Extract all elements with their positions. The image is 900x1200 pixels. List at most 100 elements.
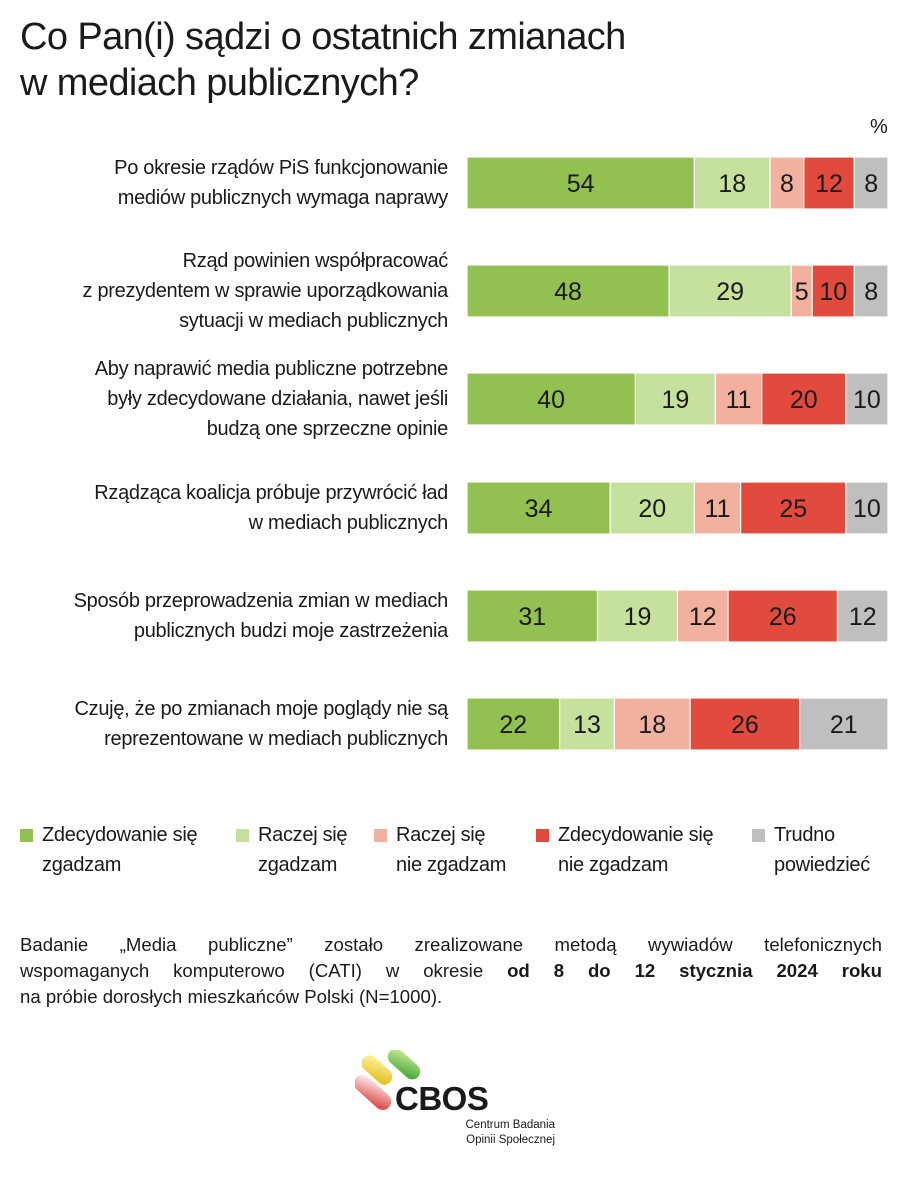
legend-label-line: powiedzieć	[774, 854, 870, 876]
legend-label-line: Zdecydowanie się	[558, 824, 714, 846]
bar-segment-rather_agree	[596, 589, 679, 643]
data-label-strongly_disagree: 25	[779, 495, 807, 523]
chart-title-line-2: w mediach publicznych?	[20, 62, 419, 104]
data-label-rather_disagree: 12	[689, 603, 717, 631]
bar-segment-strongly_disagree	[761, 372, 847, 426]
bar-segment-hard_to_say	[845, 372, 889, 426]
question-label: Rządząca koalicja próbuje przywrócić ład…	[8, 478, 448, 538]
question-label-line: były zdecydowane działania, nawet jeśli	[107, 388, 448, 410]
question-label-line: mediów publicznych wymaga naprawy	[117, 187, 449, 209]
bar-segment-rather_disagree	[613, 697, 691, 751]
legend-swatch	[20, 829, 33, 842]
logo-subtitle-line-2: Opinii Społecznej	[466, 1134, 555, 1146]
logo-subtitle: Centrum Badania Opinii Społecznej	[415, 1118, 556, 1148]
cbos-logo: CBOS Centrum Badania Opinii Społecznej	[355, 1050, 555, 1160]
footnote-line-1: Badanie „Media publiczne” zostało zreali…	[20, 934, 882, 955]
logo-subtitle-line-1: Centrum Badania	[465, 1119, 556, 1131]
data-label-rather_agree: 20	[638, 495, 666, 523]
data-label-hard_to_say: 10	[853, 386, 881, 414]
data-label-rather_disagree: 18	[638, 711, 666, 739]
question-label-line: reprezentowane w mediach publicznych	[104, 728, 448, 750]
bar-segment-rather_agree	[668, 264, 792, 318]
data-label-strongly_disagree: 12	[815, 170, 843, 198]
data-label-rather_disagree: 5	[795, 278, 809, 306]
legend-swatch	[536, 829, 549, 842]
data-label-rather_agree: 19	[624, 603, 652, 631]
bar-segment-hard_to_say	[845, 481, 889, 535]
data-label-hard_to_say: 8	[864, 278, 878, 306]
bar-segment-strongly_agree	[466, 481, 611, 535]
data-label-hard_to_say: 21	[830, 711, 858, 739]
legend-label-line: Raczej się	[258, 824, 348, 846]
cbos-logo-mark	[355, 1050, 421, 1110]
legend-label: Zdecydowanie się zgadzam	[42, 820, 198, 880]
data-label-rather_agree: 29	[716, 278, 744, 306]
bar-segment-hard_to_say	[853, 264, 889, 318]
survey-footnote: Badanie „Media publiczne” zostało zreali…	[20, 932, 882, 1010]
question-label-line: Po okresie rządów PiS funkcjonowanie	[114, 157, 448, 179]
legend-label-line: zgadzam	[258, 854, 338, 876]
question-label: Aby naprawić media publiczne potrzebne by…	[8, 354, 449, 444]
bar-segment-strongly_agree	[466, 156, 695, 210]
bar-segment-rather_disagree	[676, 589, 729, 643]
bar-segment-hard_to_say	[853, 156, 889, 210]
bar-segment-strongly_agree	[466, 589, 599, 643]
legend-label: Raczej się zgadzam	[258, 820, 348, 880]
data-label-strongly_agree: 54	[567, 170, 595, 198]
bar-segment-rather_agree	[609, 481, 695, 535]
question-label-line: Czuję, że po zmianach moje poglądy nie s…	[74, 698, 449, 720]
bar-segment-hard_to_say	[836, 589, 889, 643]
data-label-strongly_agree: 48	[554, 278, 582, 306]
bar-segment-rather_agree	[634, 372, 717, 426]
question-label-line: w mediach publicznych	[248, 512, 449, 534]
footnote-date-range: od 8 do 12 stycznia 2024 roku	[507, 960, 883, 981]
data-label-rather_agree: 13	[573, 711, 601, 739]
question-label-line: sytuacji w mediach publicznych	[179, 310, 448, 332]
data-label-strongly_agree: 40	[537, 386, 565, 414]
bar-segment-rather_disagree	[693, 481, 742, 535]
data-label-rather_disagree: 11	[705, 495, 731, 523]
legend-label-line: nie zgadzam	[396, 854, 507, 876]
bar-segment-rather_disagree	[769, 156, 805, 210]
chart-title-line-1: Co Pan(i) sądzi o ostatnich zmianach	[20, 16, 626, 58]
bar-segment-rather_agree	[559, 697, 615, 751]
data-label-hard_to_say: 12	[849, 603, 877, 631]
legend-label-line: Trudno	[774, 824, 835, 846]
footnote-line-2: wspomaganych komputerowo (CATI) w okresi…	[20, 958, 882, 984]
stacked-bar-chart: 54 18 8 12 8 48 29 5 10 8 40 19 11 20 10 34 20 11 25 10 31 19…	[466, 156, 889, 751]
question-label-line: z prezydentem w sprawie uporządkowania	[82, 280, 449, 302]
data-label-strongly_agree: 22	[499, 711, 527, 739]
legend-label-line: zgadzam	[42, 854, 122, 876]
data-label-hard_to_say: 8	[864, 170, 878, 198]
legend-swatch	[236, 829, 249, 842]
legend-label: Zdecydowanie się nie zgadzam	[558, 820, 714, 880]
chart-title: Co Pan(i) sądzi o ostatnich zmianach w m…	[20, 14, 780, 106]
data-label-hard_to_say: 10	[853, 495, 881, 523]
legend-label-line: Zdecydowanie się	[42, 824, 198, 846]
data-label-strongly_disagree: 26	[769, 603, 797, 631]
data-label-rather_disagree: 8	[780, 170, 794, 198]
question-label-line: Aby naprawić media publiczne potrzebne	[94, 358, 449, 380]
legend-label-line: nie zgadzam	[558, 854, 669, 876]
bar-segment-rather_disagree	[714, 372, 763, 426]
bar-segment-strongly_disagree	[811, 264, 855, 318]
question-label: Po okresie rządów PiS funkcjonowanie medi…	[8, 153, 448, 213]
bar-segment-hard_to_say	[798, 697, 889, 751]
data-label-strongly_agree: 31	[518, 603, 546, 631]
chart-legend: Zdecydowanie się zgadzam Raczej się zgadzam…	[0, 820, 900, 890]
unit-label: %	[870, 116, 888, 138]
question-label-line: publicznych budzi moje zastrzeżenia	[133, 620, 448, 642]
bar-segment-strongly_disagree	[689, 697, 801, 751]
data-label-rather_disagree: 11	[726, 386, 752, 414]
question-label-line: Sposób przeprowadzenia zmian w mediach	[73, 590, 449, 612]
question-label: Sposób przeprowadzenia zmian w mediach pu…	[8, 586, 449, 646]
data-label-strongly_disagree: 26	[731, 711, 759, 739]
question-label-line: budzą one sprzeczne opinie	[206, 418, 449, 440]
footnote-line-3: na próbie dorosłych mieszkańców Polski (…	[20, 986, 443, 1007]
bar-segment-strongly_agree	[466, 697, 561, 751]
legend-swatch	[374, 829, 387, 842]
legend-label: Raczej się nie zgadzam	[396, 820, 506, 880]
data-label-rather_agree: 19	[661, 386, 689, 414]
question-label-line: Rząd powinien współpracować	[182, 250, 449, 272]
footnote-line-2-text: wspomaganych komputerowo (CATI) w okresi…	[20, 960, 508, 981]
